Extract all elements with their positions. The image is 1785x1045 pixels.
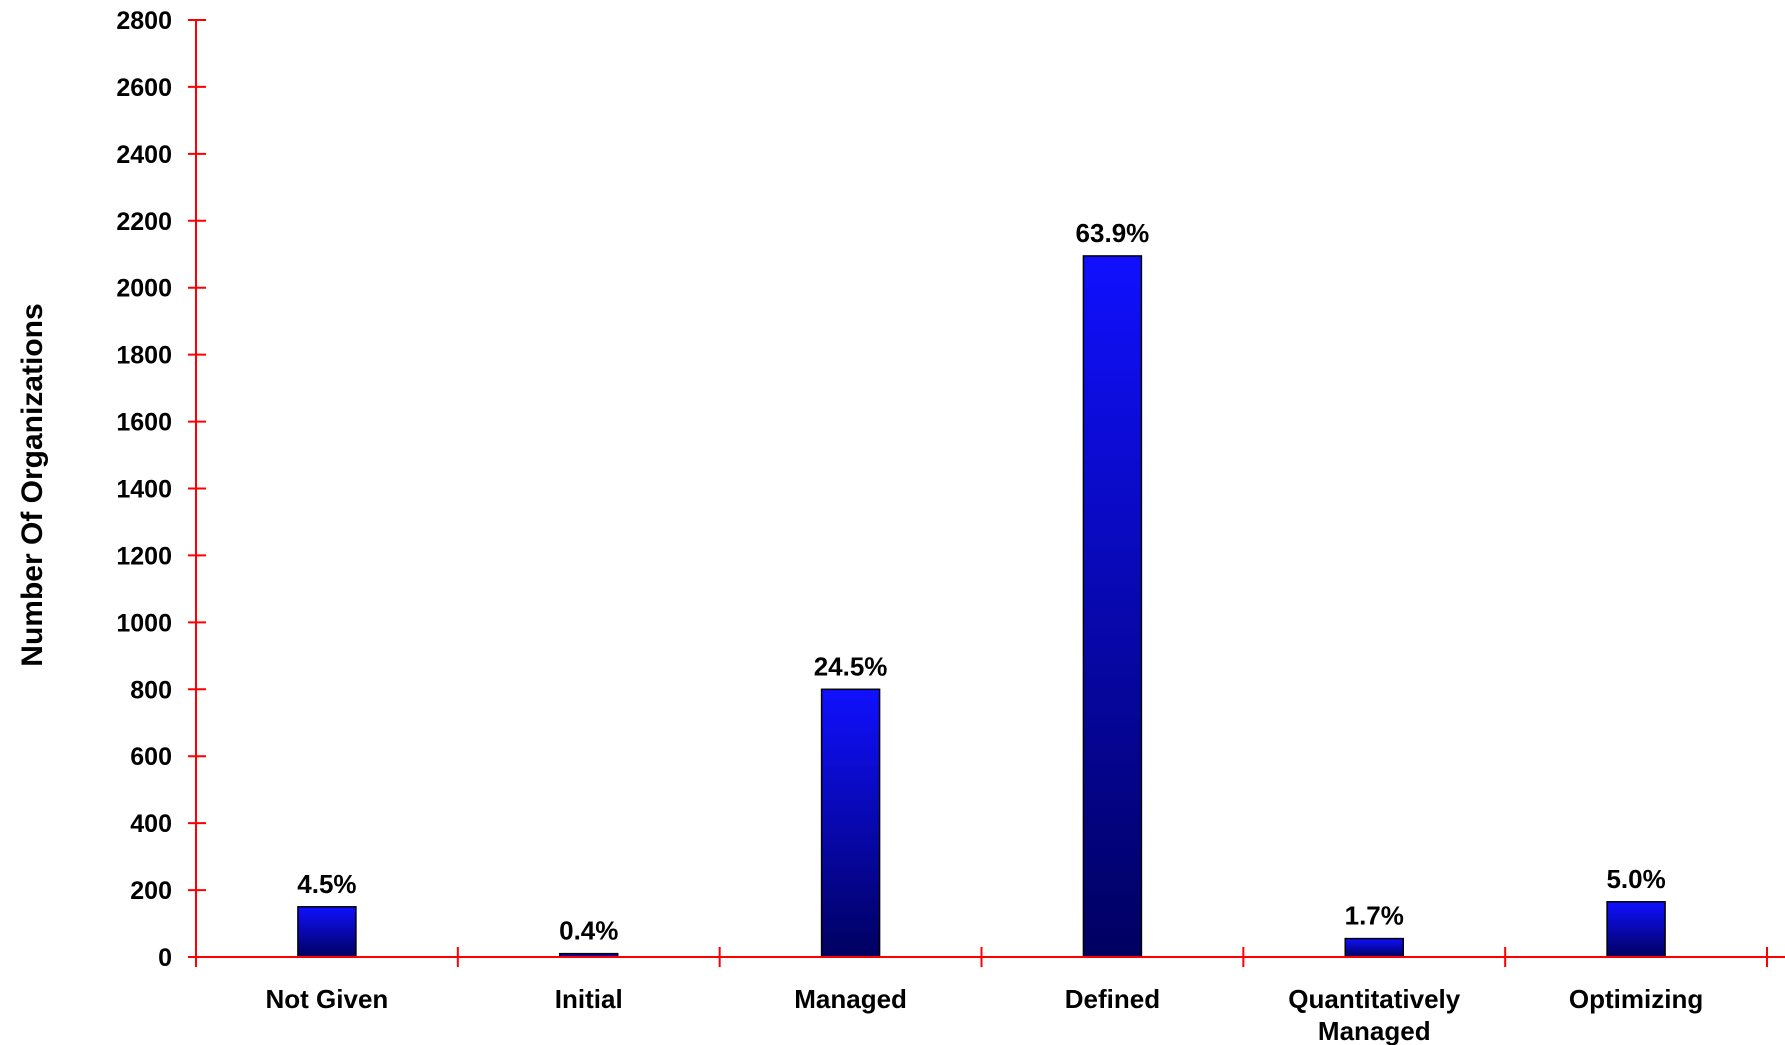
y-tick-label: 200 <box>130 877 172 905</box>
bar-data-label: 24.5% <box>814 651 888 681</box>
category-label: Managed <box>1318 1016 1431 1045</box>
bar-data-label: 0.4% <box>559 916 618 946</box>
category-label: Initial <box>555 984 623 1014</box>
bar <box>1344 937 1404 958</box>
category-label: Quantitatively <box>1288 984 1460 1014</box>
y-tick-label: 0 <box>158 944 172 972</box>
bar <box>1606 901 1666 958</box>
category-label: Not Given <box>266 984 389 1014</box>
y-tick-label: 1800 <box>116 342 172 370</box>
bar-data-label: 1.7% <box>1345 901 1404 931</box>
data-labels: 4.5% 0.4% 24.5% 63.9% 1.7% 5.0% <box>297 218 1665 946</box>
bar <box>297 906 357 958</box>
y-tick-label: 800 <box>130 676 172 704</box>
bars <box>297 255 1666 958</box>
bar <box>820 688 881 958</box>
y-tick-label: 1600 <box>116 409 172 437</box>
y-tick-label: 400 <box>130 810 172 838</box>
y-tick-label: 1200 <box>116 542 172 570</box>
y-tick-label: 2800 <box>116 7 172 35</box>
category-label: Defined <box>1065 984 1160 1014</box>
y-axis-ticks: 0 200 400 600 800 1000 1200 1400 1600 1800 2000 220… <box>116 7 206 972</box>
bar-data-label: 63.9% <box>1076 218 1150 248</box>
bar-data-label: 5.0% <box>1606 864 1665 894</box>
y-tick-label: 2600 <box>116 74 172 102</box>
category-label: Managed <box>794 984 907 1014</box>
bar-data-label: 4.5% <box>297 869 356 899</box>
y-tick-label: 1000 <box>116 609 172 637</box>
y-tick-label: 1400 <box>116 476 172 504</box>
bar <box>1082 255 1143 958</box>
category-labels: Not Given Initial Managed Defined Quantitati… <box>266 984 1704 1045</box>
y-axis-title: Number Of Organizations <box>16 303 49 666</box>
y-tick-label: 2000 <box>116 275 172 303</box>
y-tick-label: 2200 <box>116 208 172 236</box>
y-tick-label: 600 <box>130 743 172 771</box>
y-tick-label: 2400 <box>116 141 172 169</box>
category-label: Optimizing <box>1569 984 1703 1014</box>
